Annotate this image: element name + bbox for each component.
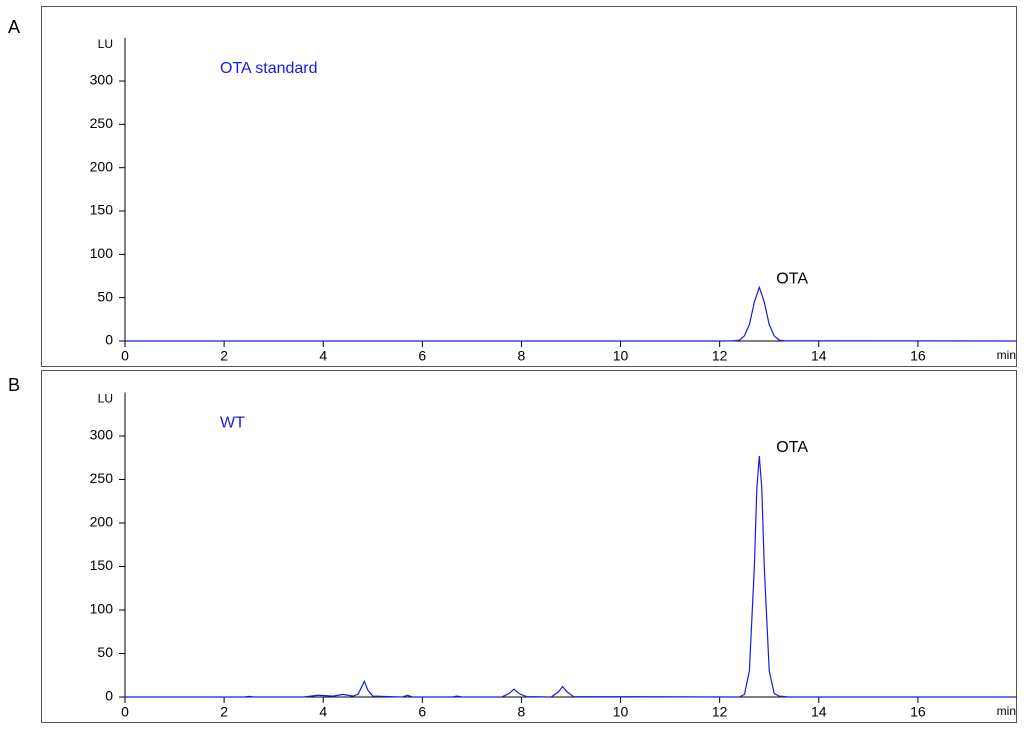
y-tick-label: 200 bbox=[90, 158, 114, 174]
x-tick-label: 4 bbox=[319, 348, 327, 364]
annotation: OTA standard bbox=[220, 60, 318, 77]
x-tick-label: 16 bbox=[910, 348, 926, 364]
x-tick-label: 6 bbox=[418, 704, 426, 720]
x-axis-label: min bbox=[997, 348, 1016, 362]
x-tick-label: 8 bbox=[518, 704, 526, 720]
x-tick-label: 14 bbox=[811, 348, 827, 364]
y-axis-label: LU bbox=[98, 37, 113, 51]
x-axis-label: min bbox=[997, 704, 1016, 718]
panel-label: A bbox=[8, 17, 20, 37]
x-tick-label: 0 bbox=[121, 704, 129, 720]
y-tick-label: 50 bbox=[97, 288, 113, 304]
panel-frame bbox=[41, 6, 1017, 367]
y-tick-label: 150 bbox=[90, 557, 114, 573]
x-tick-label: 6 bbox=[418, 348, 426, 364]
panel-frame bbox=[41, 370, 1017, 723]
chromatogram-line bbox=[125, 455, 1017, 698]
x-tick-label: 14 bbox=[811, 704, 827, 720]
x-tick-label: 12 bbox=[712, 704, 728, 720]
y-tick-label: 100 bbox=[90, 245, 114, 261]
y-tick-label: 250 bbox=[90, 115, 114, 131]
x-tick-label: 8 bbox=[518, 348, 526, 364]
x-tick-label: 16 bbox=[910, 704, 926, 720]
peak-label: OTA bbox=[776, 439, 808, 456]
chromatogram-line bbox=[125, 285, 1018, 342]
y-tick-label: 250 bbox=[90, 470, 114, 486]
x-tick-label: 4 bbox=[319, 704, 327, 720]
x-tick-label: 12 bbox=[712, 348, 728, 364]
x-tick-label: 10 bbox=[613, 704, 629, 720]
y-tick-label: 300 bbox=[90, 72, 114, 88]
peak-label: OTA bbox=[776, 270, 808, 287]
y-tick-label: 0 bbox=[105, 688, 113, 704]
y-tick-label: 150 bbox=[90, 202, 114, 218]
x-tick-label: 2 bbox=[220, 348, 228, 364]
x-tick-label: 2 bbox=[220, 704, 228, 720]
y-tick-label: 0 bbox=[105, 332, 113, 348]
x-tick-label: 10 bbox=[613, 348, 629, 364]
x-tick-label: 0 bbox=[121, 348, 129, 364]
y-tick-label: 100 bbox=[90, 601, 114, 617]
y-tick-label: 300 bbox=[90, 427, 114, 443]
y-tick-label: 200 bbox=[90, 514, 114, 530]
panel-label: B bbox=[8, 375, 20, 395]
annotation: WT bbox=[220, 415, 245, 432]
y-axis-label: LU bbox=[98, 392, 113, 406]
y-tick-label: 50 bbox=[97, 644, 113, 660]
